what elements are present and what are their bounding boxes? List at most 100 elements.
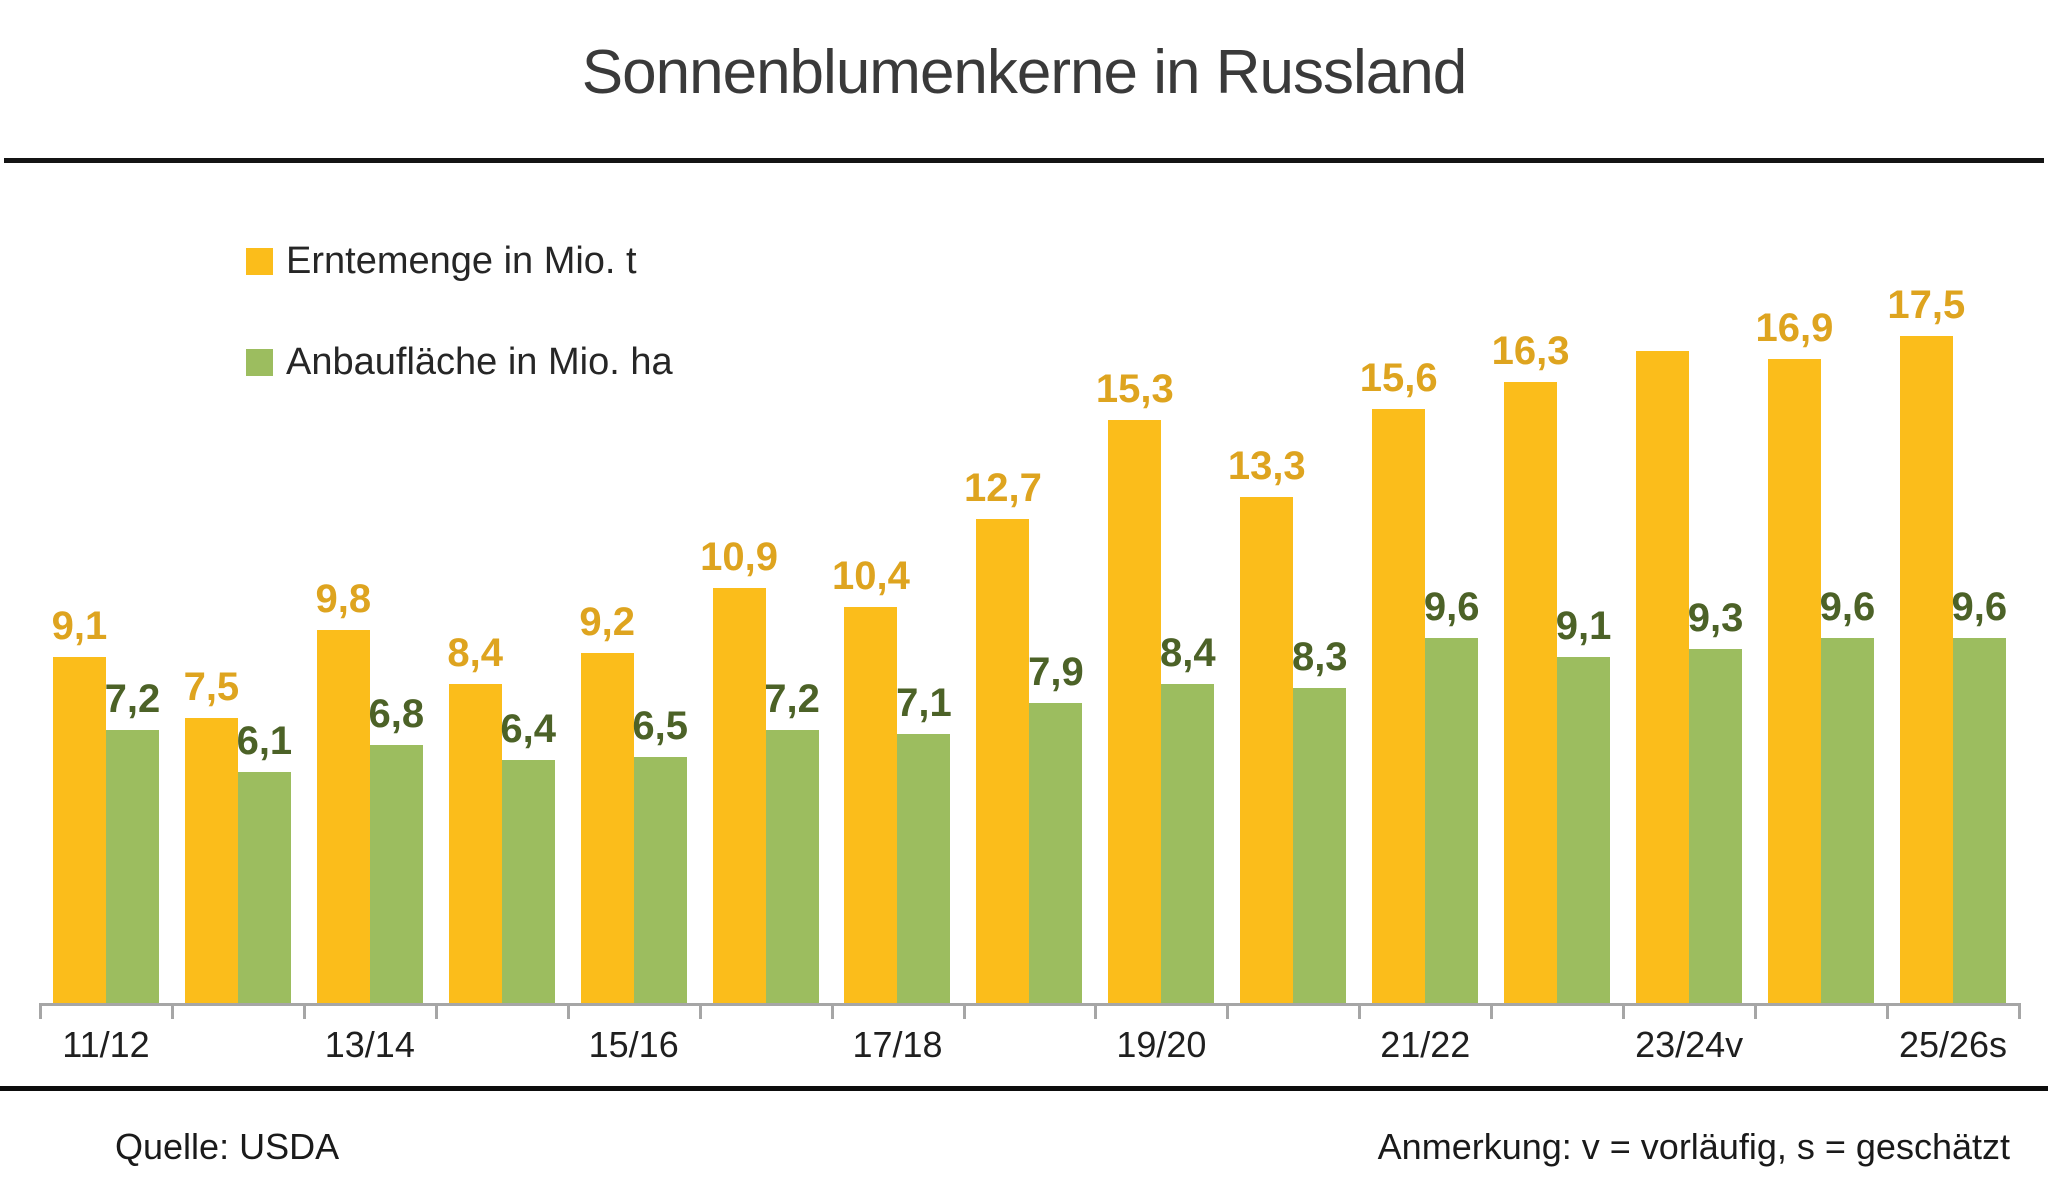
bar-group-21/22: 15,6 9,6 (1359, 160, 1491, 1005)
bar-value-label: 6,5 (632, 704, 688, 748)
bar-value-label: 8,3 (1291, 635, 1348, 679)
bar-series-container: 9,1 7,2 7,5 6,1 9,8 6,8 8,4 6,4 9,2 6,5 10,9 7,2 10,… (40, 160, 2019, 1005)
top-divider-line (4, 158, 2044, 163)
bar-value-label: 15,3 (1095, 367, 1174, 411)
bar-value-label: 15,6 (1359, 356, 1438, 400)
bar-value-label: 7,9 (1028, 650, 1084, 694)
x-axis-tick (2017, 1003, 2021, 1019)
bar-value-label: 12,7 (963, 466, 1042, 510)
harvest-bar: 7,5 (184, 665, 239, 1005)
bar-value-label: 9,1 (1555, 604, 1612, 648)
legend-item: Anbaufläche in Mio. ha (246, 341, 673, 384)
bar-value-label: 9,1 (51, 604, 108, 648)
x-axis-tick (39, 1003, 42, 1019)
x-tick-label: 23/24v (1635, 1024, 1744, 1065)
bar-value-label: 9,6 (1819, 585, 1876, 629)
area-bar: 9,6 (1820, 585, 1875, 1005)
plot-area: 9,1 7,2 7,5 6,1 9,8 6,8 8,4 6,4 9,2 6,5 10,9 7,2 10,… (40, 160, 2019, 1005)
bar-value-label: 8,4 (447, 631, 504, 675)
x-axis-tick (698, 1003, 702, 1019)
bar-value-label: 10,4 (832, 554, 910, 598)
legend: Erntemenge in Mio. t Anbaufläche in Mio. … (246, 240, 673, 384)
legend-swatch-icon (246, 349, 273, 376)
bar-value-label: 9,3 (1687, 596, 1744, 640)
x-tick-label: 21/22 (1380, 1024, 1471, 1065)
bar-value-label: 9,6 (1951, 585, 2008, 629)
bar-group-24/25: 16,9 9,6 (1755, 160, 1887, 1005)
harvest-bar: 9,1 (52, 604, 107, 1005)
bar-group-14/15: 8,4 6,4 (436, 160, 568, 1005)
x-axis-tick (1754, 1003, 1758, 1019)
x-axis-line (40, 1003, 2020, 1006)
x-axis-tick (1094, 1003, 1098, 1019)
harvest-bar: 13,3 (1228, 444, 1306, 1005)
bar-value-label: 7,5 (183, 665, 240, 709)
harvest-bar: 8,4 (447, 631, 503, 1005)
harvest-bar: 16,9 (1756, 306, 1833, 1005)
bar-group-13/14: 9,8 6,8 (304, 160, 436, 1005)
bar-group-25/26s: 17,5 9,6 (1887, 160, 2019, 1005)
bar-value-label: 6,1 (236, 719, 293, 763)
bar-value-label: 16,9 (1755, 306, 1834, 350)
x-axis-tick (962, 1003, 966, 1019)
area-bar: 7,2 (105, 677, 160, 1005)
harvest-bar: 17,5 (1887, 283, 1965, 1005)
legend-label: Anbaufläche in Mio. ha (286, 341, 673, 383)
harvest-bar (1636, 351, 1690, 1005)
x-axis-tick (1358, 1003, 1362, 1019)
bottom-divider-line (0, 1086, 2048, 1091)
harvest-bar: 12,7 (964, 466, 1042, 1005)
x-axis-tick (1226, 1003, 1230, 1019)
x-tick-label: 19/20 (1116, 1024, 1207, 1065)
bar-group-23/24v: 9,3 (1623, 160, 1755, 1005)
area-bar: 9,3 (1688, 596, 1743, 1005)
bar-group-18/19: 12,7 7,9 (963, 160, 1095, 1005)
harvest-bar: 10,4 (832, 554, 910, 1005)
x-tick-label: 15/16 (588, 1024, 679, 1065)
bar-value-label: 9,6 (1423, 585, 1480, 629)
bar-value-label: 7,2 (764, 677, 820, 721)
bar-value-label: 8,4 (1160, 631, 1216, 675)
area-bar: 8,4 (1160, 631, 1216, 1005)
area-bar: 6,1 (237, 719, 292, 1005)
area-bar: 7,2 (764, 677, 820, 1005)
harvest-bar: 9,2 (579, 600, 635, 1005)
x-axis-tick (1622, 1003, 1626, 1019)
area-bar: 9,1 (1556, 604, 1611, 1005)
bar-group-16/17: 10,9 7,2 (700, 160, 832, 1005)
harvest-bar: 15,6 (1360, 356, 1438, 1005)
source-text: Quelle: USDA (115, 1126, 340, 1167)
bar-value-label: 6,4 (500, 707, 557, 751)
bar-value-label: 10,9 (700, 535, 778, 579)
bar-group-12/13: 7,5 6,1 (172, 160, 304, 1005)
bar-group-20/21: 13,3 8,3 (1227, 160, 1359, 1005)
bar-group-22/23: 16,3 9,1 (1491, 160, 1623, 1005)
x-axis-tick (170, 1003, 174, 1019)
area-bar: 8,3 (1292, 635, 1348, 1005)
bar-value-label: 9,8 (315, 577, 372, 621)
bar-group-11/12: 9,1 7,2 (40, 160, 172, 1005)
harvest-bar: 16,3 (1492, 329, 1570, 1005)
bar-value-label: 7,1 (896, 681, 952, 725)
bar-group-17/18: 10,4 7,1 (832, 160, 964, 1005)
chart-title: Sonnenblumenkerne in Russland (581, 38, 1467, 107)
x-axis-tick (302, 1003, 306, 1019)
x-tick-label: 13/14 (324, 1024, 415, 1065)
bar-value-label: 6,8 (368, 692, 425, 736)
harvest-bar: 10,9 (700, 535, 778, 1005)
area-bar: 7,9 (1028, 650, 1084, 1005)
x-tick-label: 25/26s (1898, 1024, 2008, 1065)
bar-value-label: 17,5 (1887, 283, 1966, 327)
area-bar: 9,6 (1424, 585, 1479, 1005)
bar-value-label: 16,3 (1491, 329, 1570, 373)
x-axis-tick (830, 1003, 834, 1019)
x-tick-label: 11/12 (62, 1024, 150, 1065)
x-axis-tick (1490, 1003, 1494, 1019)
area-bar: 6,5 (632, 704, 688, 1005)
note-text: Anmerkung: v = vorläufig, s = geschätzt (1377, 1126, 2010, 1167)
legend-swatch-icon (246, 248, 273, 275)
x-tick-label: 17/18 (852, 1024, 943, 1065)
x-axis-tick (434, 1003, 438, 1019)
area-bar: 6,4 (500, 707, 556, 1005)
